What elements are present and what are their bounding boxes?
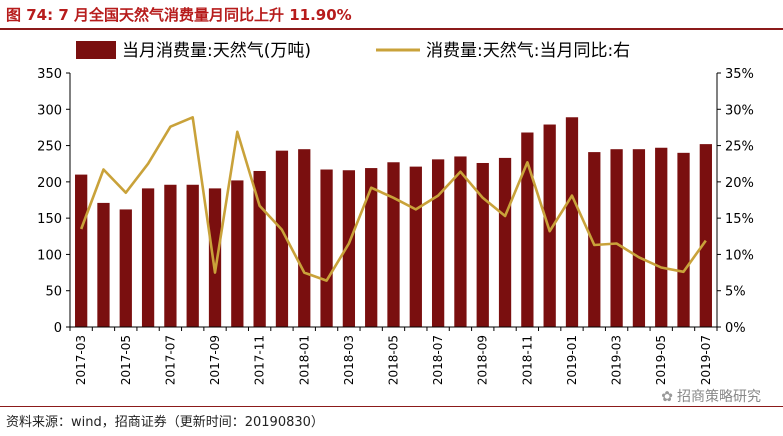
bar-2019-07 [699,144,712,327]
y-right-tick-label: 5% [725,285,746,300]
y-right-tick-label: 30% [725,103,754,118]
x-tick-label: 2018-01 [297,335,311,385]
bar-2018-10 [498,157,512,327]
bar-2017-08 [186,184,199,327]
yoy-line [79,116,707,282]
bar-2017-09 [208,188,222,327]
source-note: 资料来源：wind，招商证券（更新时间：20190830） [6,415,324,430]
bar-2018-11 [521,132,534,327]
x-tick-label: 2018-07 [431,335,445,385]
bar-2019-01 [565,117,579,327]
bar-2018-12 [543,124,556,327]
bar-2018-04 [365,168,378,327]
x-tick-label: 2019-01 [565,335,579,385]
legend-bar-swatch [76,41,116,59]
x-tick-label: 2017-09 [208,335,222,385]
x-tick-label: 2017-03 [74,335,88,385]
chart: 当月消费量:天然气(万吨) 消费量:天然气:当月同比:右 0 50 100 150 200… [37,41,754,385]
y-right-tick-label: 0% [725,321,746,336]
bar-2018-03 [342,170,356,327]
x-tick-label: 2019-07 [699,335,713,385]
x-tick-label: 2017-07 [163,335,177,385]
y-left-tick-label: 200 [37,176,62,191]
y-right-tick-label: 10% [725,248,754,263]
bar-2018-08 [454,156,467,327]
bar-2017-04 [97,202,110,327]
y-left-tick-label: 350 [37,67,62,82]
bar-series [75,117,712,327]
wechat-icon: ✿ [661,389,673,405]
chart-title: 图 74: 7 月全国天然气消费量月同比上升 11.90% [6,6,352,24]
title-divider [0,28,783,30]
bar-2019-06 [677,152,690,327]
bar-2018-07 [431,159,445,327]
legend: 当月消费量:天然气(万吨) 消费量:天然气:当月同比:右 [76,41,630,61]
y-right-tick-label: 35% [725,67,754,82]
y-left-tick-label: 50 [45,285,62,300]
bar-2018-02 [320,169,333,327]
bar-2017-06 [141,188,155,327]
x-tick-label: 2018-05 [387,335,401,385]
y-left-tick-label: 100 [37,248,62,263]
bar-2017-03 [75,174,88,327]
bar-2019-04 [632,149,646,327]
bar-2019-05 [655,147,668,327]
y-left-tick-label: 300 [37,103,62,118]
legend-bar-label: 当月消费量:天然气(万吨) [122,41,311,61]
x-tick-label: 2019-05 [654,335,668,385]
x-tick-label: 2017-11 [253,335,267,385]
bar-2019-03 [610,149,623,327]
legend-line-label: 消费量:天然气:当月同比:右 [426,41,630,61]
x-tick-label: 2018-03 [342,335,356,385]
bar-2017-05 [119,209,132,327]
x-tick-label: 2017-05 [119,335,133,385]
footer-divider [0,406,783,407]
y-right-tick-label: 20% [725,176,754,191]
y-left-tick-label: 0 [54,321,62,336]
bar-2017-10 [231,180,244,327]
axes: 0 50 100 150 200 250 300 350 0% 5% 10% 15% 20% 25% 30%… [37,67,754,385]
y-left-tick-label: 250 [37,140,62,155]
bar-2018-05 [387,162,400,327]
bar-2018-09 [476,162,489,327]
y-right-tick-label: 15% [725,212,754,227]
x-tick-label: 2018-11 [520,335,534,385]
bar-2017-12 [275,150,289,327]
x-tick-label: 2018-09 [476,335,490,385]
y-left-tick-label: 150 [37,212,62,227]
x-tick-label: 2019-03 [610,335,624,385]
watermark-text: 招商策略研究 [677,389,761,405]
line-series [79,116,707,282]
bar-2018-01 [298,149,311,327]
watermark: ✿ 招商策略研究 [661,386,761,406]
bar-2017-07 [164,184,177,327]
bar-2018-06 [409,166,422,327]
y-right-tick-label: 25% [725,140,754,155]
bar-2019-02 [588,152,601,327]
